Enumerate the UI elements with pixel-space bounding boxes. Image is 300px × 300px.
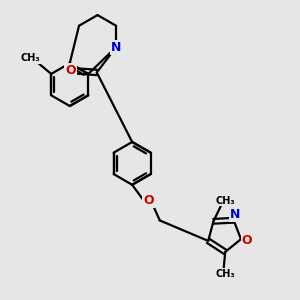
Text: N: N: [111, 41, 121, 54]
Text: CH₃: CH₃: [21, 53, 40, 63]
Text: O: O: [242, 234, 252, 247]
Text: CH₃: CH₃: [215, 196, 235, 206]
Text: N: N: [230, 208, 240, 221]
Text: O: O: [143, 194, 154, 207]
Text: CH₃: CH₃: [215, 269, 235, 279]
Text: O: O: [65, 64, 76, 77]
